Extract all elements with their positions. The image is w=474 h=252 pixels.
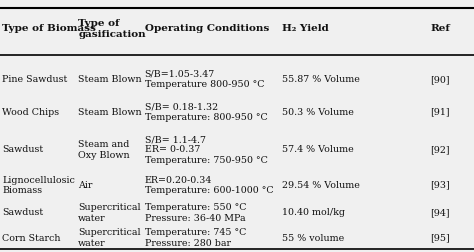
Text: Supercritical
water: Supercritical water xyxy=(78,229,141,248)
Text: Temperature: 550 °C
Pressure: 36-40 MPa: Temperature: 550 °C Pressure: 36-40 MPa xyxy=(145,203,246,223)
Text: Operating Conditions: Operating Conditions xyxy=(145,24,269,34)
Text: S/B=1.05-3.47
Temperature 800-950 °C: S/B=1.05-3.47 Temperature 800-950 °C xyxy=(145,70,264,89)
Text: Type of
gasification: Type of gasification xyxy=(78,19,146,39)
Text: Wood Chips: Wood Chips xyxy=(2,108,60,117)
Text: 10.40 mol/kg: 10.40 mol/kg xyxy=(282,208,345,217)
Text: Steam and
Oxy Blown: Steam and Oxy Blown xyxy=(78,140,130,160)
Text: [91]: [91] xyxy=(430,108,450,117)
Text: Steam Blown: Steam Blown xyxy=(78,75,142,84)
Text: [95]: [95] xyxy=(430,234,450,243)
Text: Ref: Ref xyxy=(430,24,450,34)
Text: 50.3 % Volume: 50.3 % Volume xyxy=(282,108,354,117)
Text: S/B= 0.18-1.32
Temperature: 800-950 °C: S/B= 0.18-1.32 Temperature: 800-950 °C xyxy=(145,103,267,122)
Text: Pine Sawdust: Pine Sawdust xyxy=(2,75,68,84)
Text: [93]: [93] xyxy=(430,181,450,190)
Text: 29.54 % Volume: 29.54 % Volume xyxy=(282,181,360,190)
Text: [94]: [94] xyxy=(430,208,450,217)
Text: ER=0.20-0.34
Temperature: 600-1000 °C: ER=0.20-0.34 Temperature: 600-1000 °C xyxy=(145,176,273,195)
Text: Type of Biomass: Type of Biomass xyxy=(2,24,96,34)
Text: Lignocellulosic
Biomass: Lignocellulosic Biomass xyxy=(2,176,75,195)
Text: Steam Blown: Steam Blown xyxy=(78,108,142,117)
Text: Supercritical
water: Supercritical water xyxy=(78,203,141,223)
Text: 57.4 % Volume: 57.4 % Volume xyxy=(282,145,354,154)
Text: 55.87 % Volume: 55.87 % Volume xyxy=(282,75,360,84)
Text: Temperature: 745 °C
Pressure: 280 bar: Temperature: 745 °C Pressure: 280 bar xyxy=(145,229,246,248)
Text: 55 % volume: 55 % volume xyxy=(282,234,344,243)
Text: Sawdust: Sawdust xyxy=(2,208,44,217)
Text: H₂ Yield: H₂ Yield xyxy=(282,24,329,34)
Text: Air: Air xyxy=(78,181,92,190)
Text: [90]: [90] xyxy=(430,75,450,84)
Text: [92]: [92] xyxy=(430,145,450,154)
Text: Sawdust: Sawdust xyxy=(2,145,44,154)
Text: S/B= 1.1-4.7
ER= 0-0.37
Temperature: 750-950 °C: S/B= 1.1-4.7 ER= 0-0.37 Temperature: 750… xyxy=(145,135,267,165)
Text: Corn Starch: Corn Starch xyxy=(2,234,61,243)
